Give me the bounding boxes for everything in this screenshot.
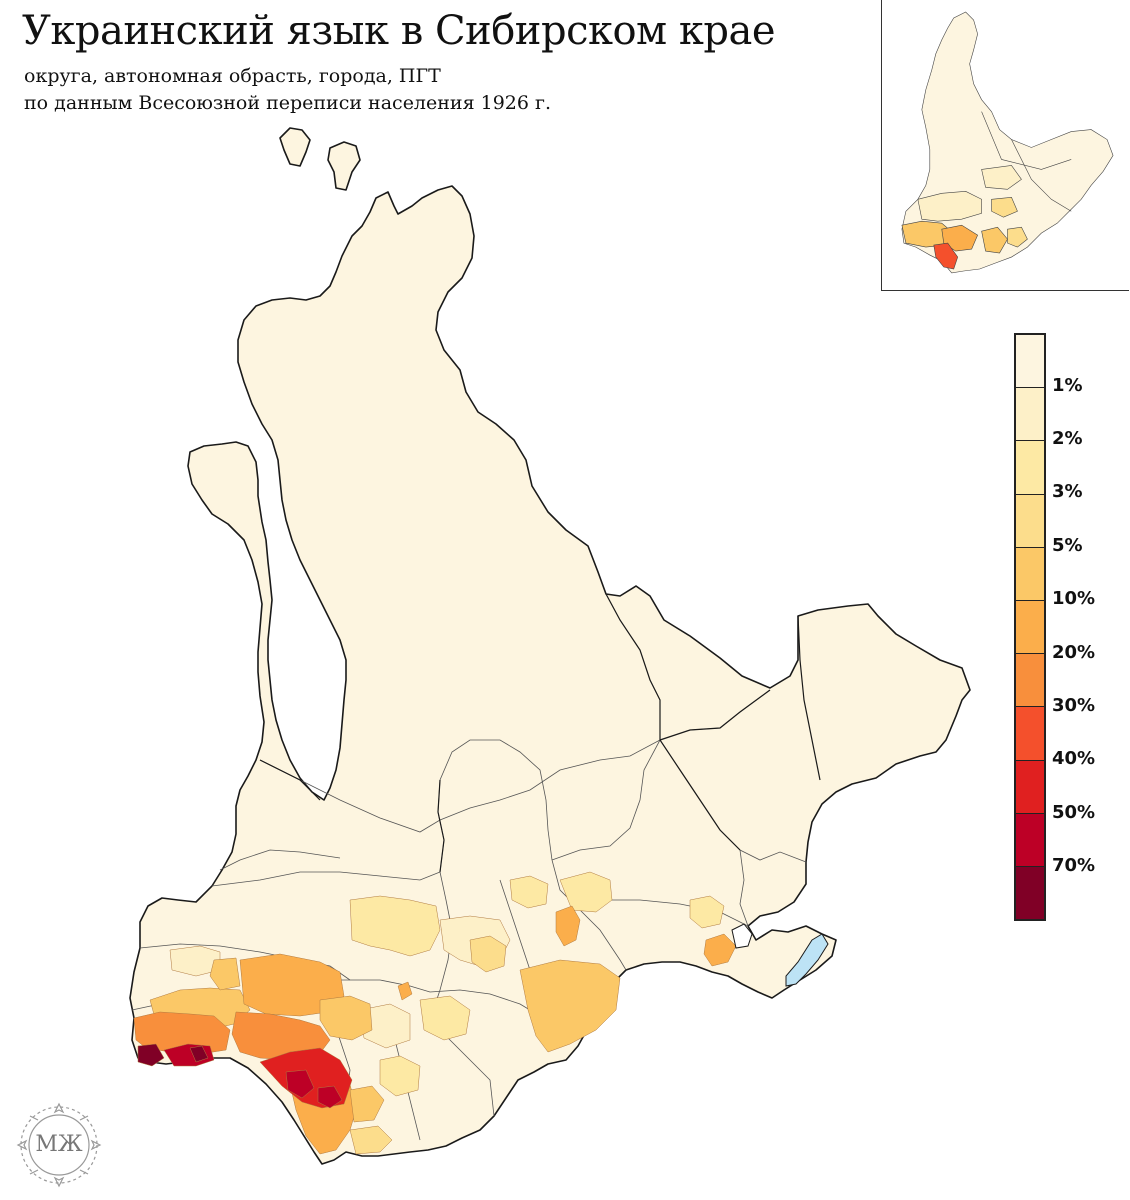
island-east	[327, 141, 361, 191]
legend-label-70: 70%	[1052, 855, 1096, 876]
legend-swatch	[1016, 654, 1044, 708]
legend-label-1: 1%	[1052, 375, 1083, 396]
map-title: Украинский язык в Сибирском крае	[22, 8, 776, 54]
map-subtitle-line1: округа, автономная обрасть, города, ПГТ	[24, 65, 441, 87]
legend-swatch	[1016, 866, 1044, 920]
inset-map-svg	[901, 11, 1114, 274]
legend-label-5: 5%	[1052, 535, 1083, 556]
legend-swatch	[1016, 335, 1044, 389]
legend-swatch	[1016, 388, 1044, 442]
legend-swatch	[1016, 441, 1044, 495]
legend-label-30: 30%	[1052, 695, 1096, 716]
lake-baikal	[785, 933, 829, 987]
legend-color-bar	[1014, 333, 1046, 921]
legend-label-10: 10%	[1052, 588, 1096, 609]
legend-swatch	[1016, 760, 1044, 814]
siberia-landmass	[129, 185, 971, 1165]
legend-swatch	[1016, 600, 1044, 655]
island-west	[279, 127, 311, 167]
author-monogram-logo: МЖ	[14, 1100, 104, 1190]
legend-label-3: 3%	[1052, 481, 1083, 502]
legend-swatch	[1016, 547, 1044, 601]
legend-label-40: 40%	[1052, 748, 1096, 769]
legend-swatch	[1016, 707, 1044, 761]
legend-label-20: 20%	[1052, 642, 1096, 663]
legend-swatch	[1016, 813, 1044, 867]
map-subtitle-line2: по данным Всесоюзной переписи населения …	[24, 92, 551, 114]
legend-label-2: 2%	[1052, 428, 1083, 449]
legend-swatch	[1016, 494, 1044, 548]
inset-overview-map	[881, 0, 1129, 291]
legend-label-50: 50%	[1052, 802, 1096, 823]
ornament-wreath-icon	[16, 1102, 102, 1188]
logo-monogram-text: МЖ	[35, 1132, 83, 1157]
